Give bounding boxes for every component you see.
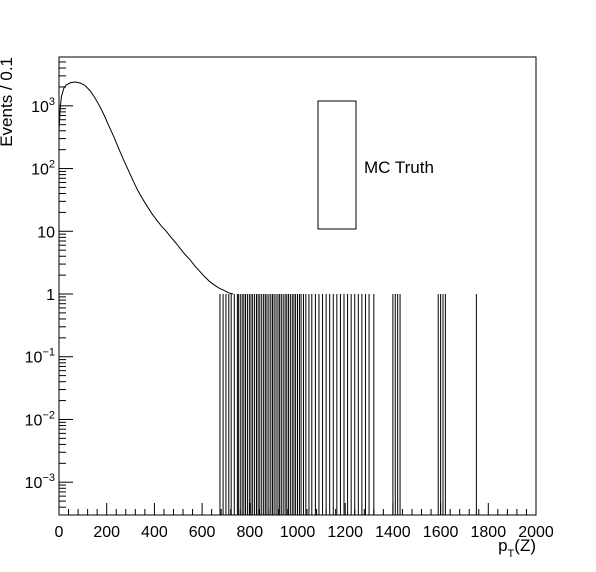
y-tick-base: 1 <box>46 287 55 304</box>
y-tick-label: 10 <box>37 224 55 241</box>
y-tick-exponent: −1 <box>42 347 55 359</box>
label-layer: 0 200 400 600 800 1000 1200 1400 1600 1800 200010−… <box>25 96 554 541</box>
x-tick-label: 400 <box>141 524 168 541</box>
x-axis-label-suffix: (Z) <box>514 536 536 555</box>
y-tick-label: 10−3 <box>25 472 55 492</box>
x-tick-label: 1000 <box>280 524 316 541</box>
y-axis-label: Events / 0.1 <box>0 57 16 147</box>
y-tick-label: 102 <box>31 159 55 179</box>
y-tick-exponent: −2 <box>42 409 55 421</box>
y-tick-label: 1 <box>46 287 55 304</box>
x-axis-label-sub: T <box>508 548 515 560</box>
x-tick-label: 2000 <box>518 524 554 541</box>
y-tick-base: 10 <box>25 350 43 367</box>
x-tick-label: 0 <box>55 524 64 541</box>
y-tick-exponent: 2 <box>49 159 55 171</box>
y-tick-exponent: −3 <box>42 472 55 484</box>
x-tick-label: 600 <box>189 524 216 541</box>
y-tick-label: 10−1 <box>25 347 55 367</box>
histogram-layer <box>58 81 477 515</box>
x-axis-label: pT(Z) <box>498 536 536 560</box>
legend-box <box>317 100 357 230</box>
tick-layer <box>58 56 537 516</box>
y-tick-base: 10 <box>25 412 43 429</box>
x-tick-label: 1400 <box>375 524 411 541</box>
y-tick-base: 10 <box>37 224 55 241</box>
x-tick-label: 200 <box>93 524 120 541</box>
y-tick-exponent: 3 <box>49 96 55 108</box>
x-tick-label: 1200 <box>327 524 363 541</box>
x-tick-label: 800 <box>236 524 263 541</box>
x-axis-label-main: p <box>498 536 507 555</box>
x-tick-label: 1800 <box>471 524 507 541</box>
y-tick-base: 10 <box>31 99 49 116</box>
legend-label: MC Truth <box>364 158 434 177</box>
histogram-curve <box>58 81 234 295</box>
y-tick-label: 103 <box>31 96 55 116</box>
y-tick-label: 10−2 <box>25 409 55 429</box>
y-tick-base: 10 <box>31 162 49 179</box>
x-tick-label: 1600 <box>423 524 459 541</box>
plot-frame <box>58 56 537 516</box>
y-tick-base: 10 <box>25 475 43 492</box>
